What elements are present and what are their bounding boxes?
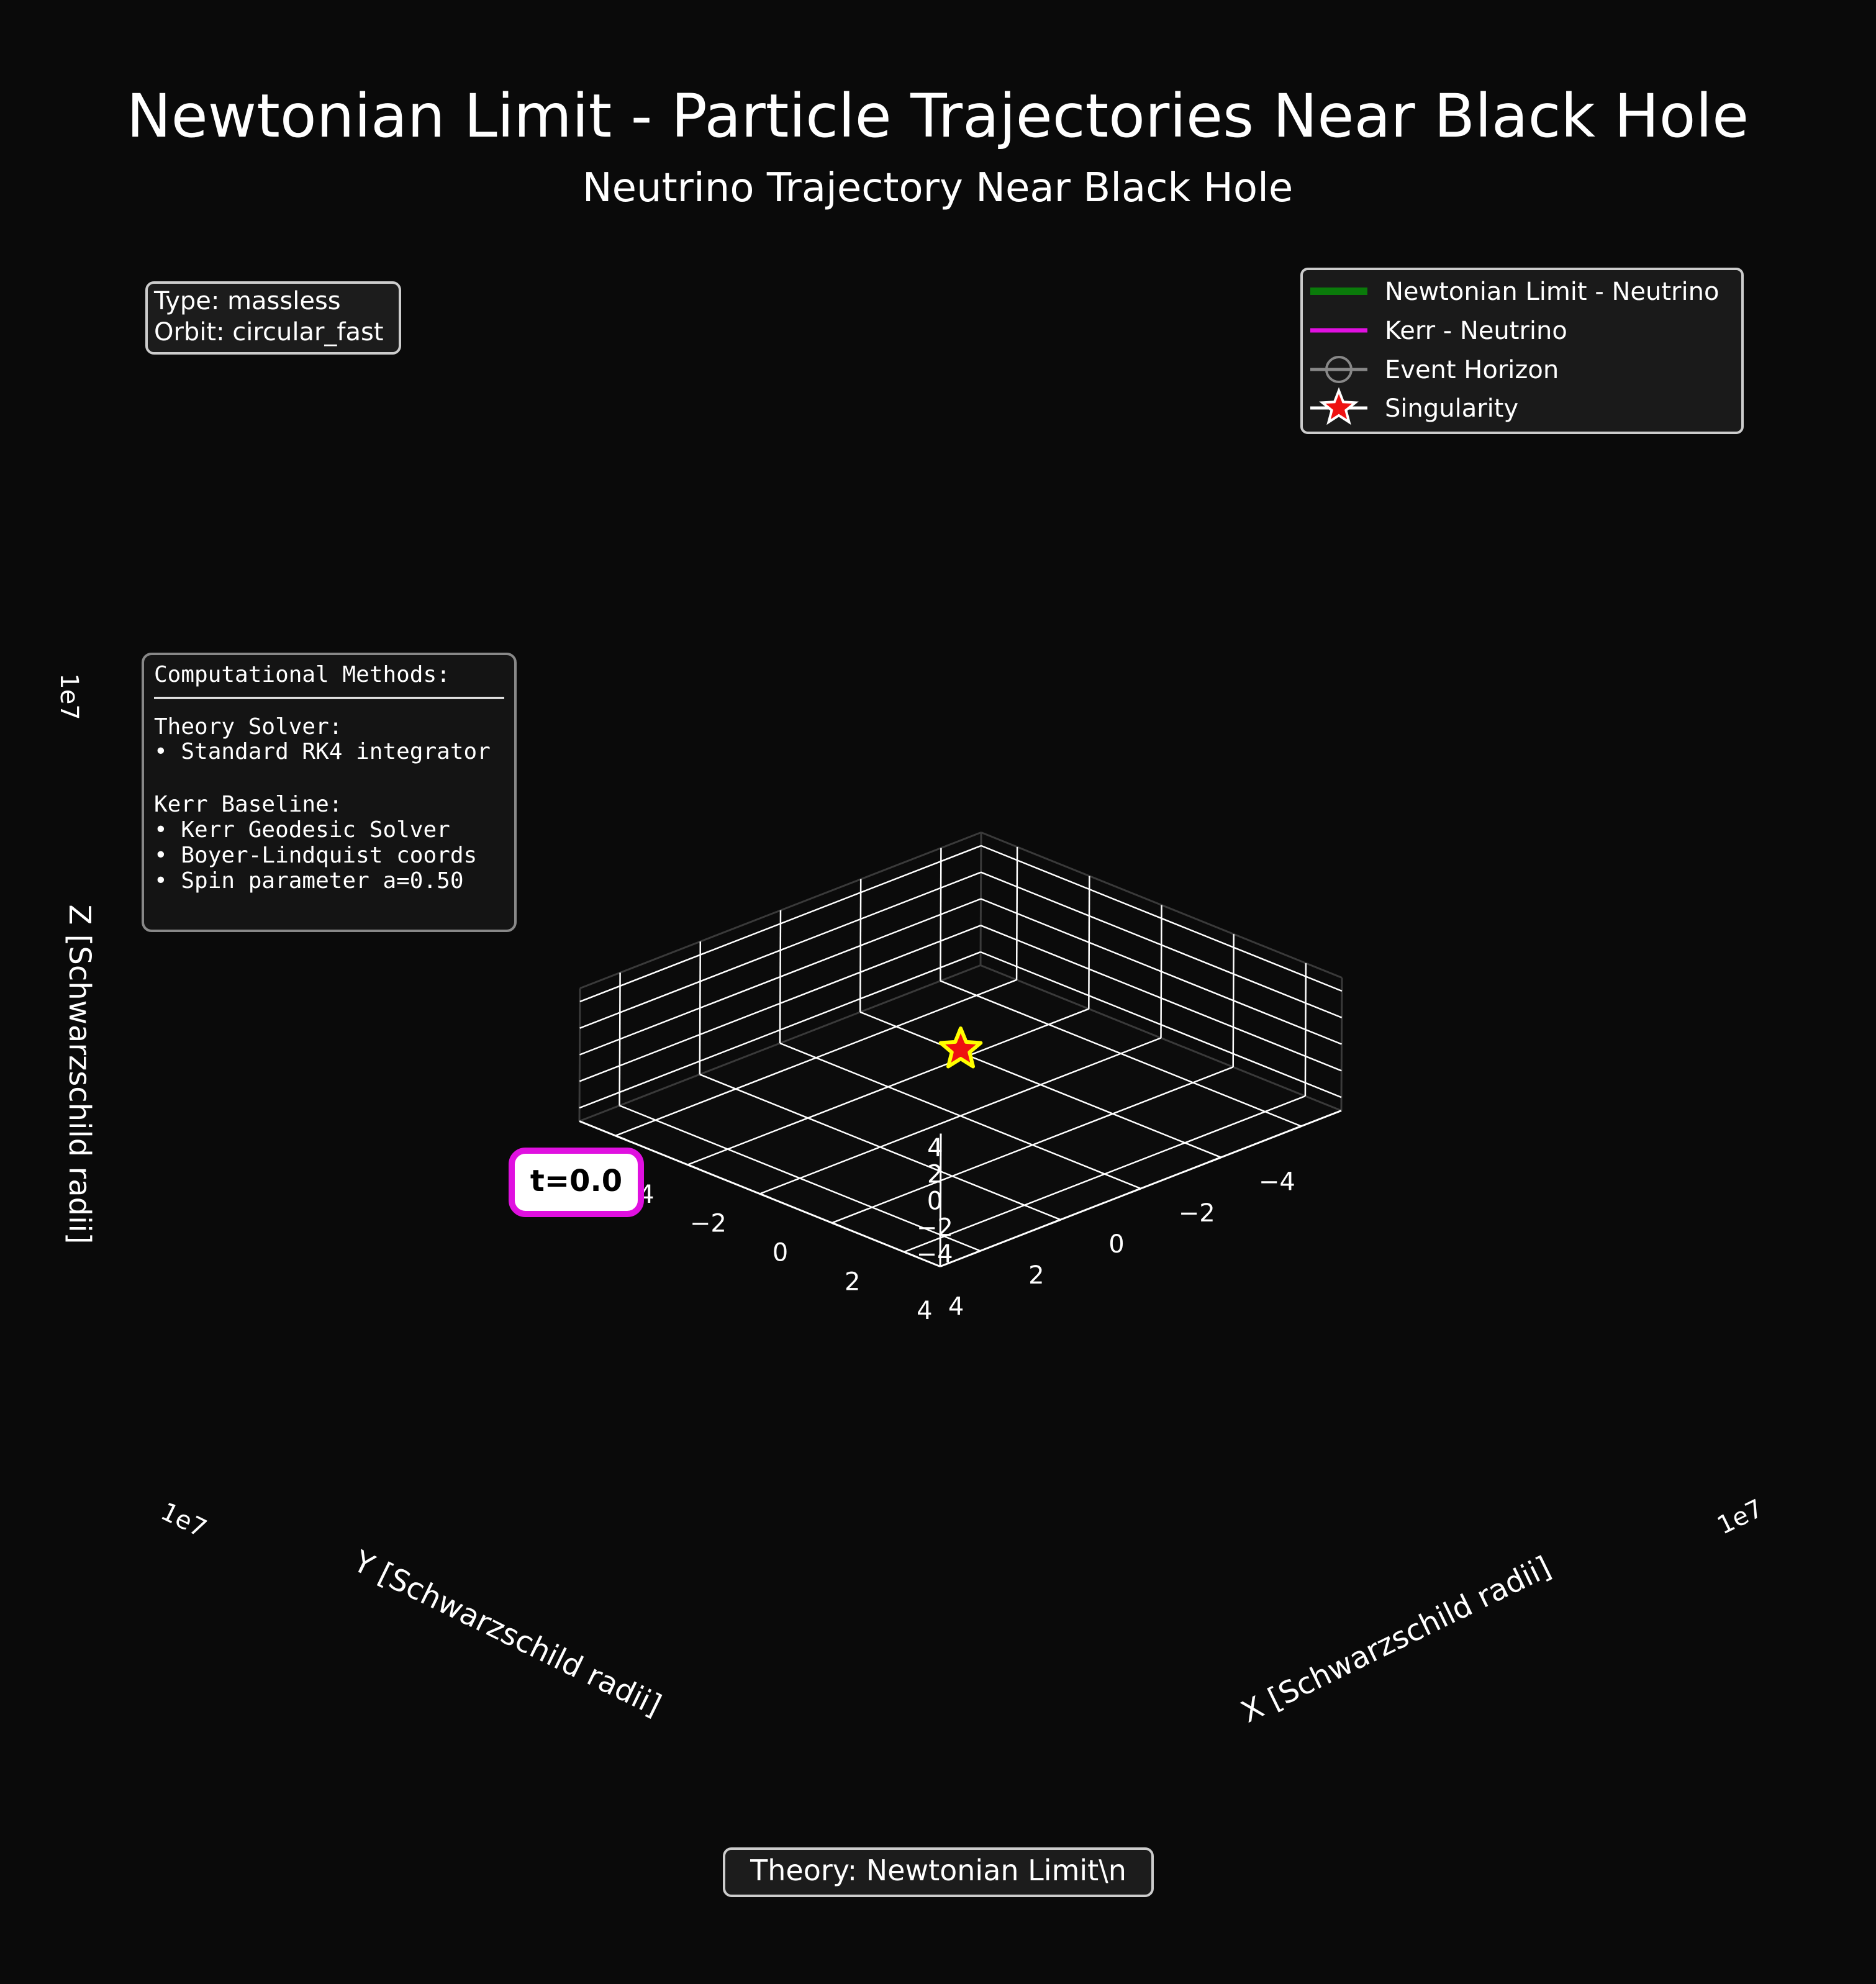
x-tick-label: 2 — [1028, 1261, 1044, 1290]
time-label: t=0.0 — [509, 1148, 644, 1217]
methods-line-2: • Standard RK4 integrator — [154, 739, 491, 764]
info-orbit: Orbit: circular_fast — [154, 318, 384, 347]
grid-line-z — [579, 845, 982, 1003]
methods-box: Computational Methods: Theory Solver: • … — [142, 653, 517, 932]
legend-horizon-label: Event Horizon — [1385, 356, 1559, 384]
x-tick-label: −2 — [1179, 1199, 1215, 1228]
grid-line-y — [832, 1066, 1234, 1224]
legend-singularity-label: Singularity — [1385, 394, 1518, 423]
y-tick-mark — [615, 1135, 627, 1141]
y-tick-mark — [759, 1193, 772, 1199]
info-type: Type: massless — [153, 287, 341, 315]
z-tick-label: 4 — [927, 1134, 943, 1162]
grid-line-y — [759, 1037, 1161, 1195]
singularity-star — [938, 1026, 983, 1069]
data-marks — [938, 1026, 983, 1069]
footer-box: Theory: Newtonian Limit\n — [723, 1847, 1154, 1897]
z-tick-label: −4 — [917, 1240, 953, 1269]
z-axis-multiplier: 1e7 — [55, 673, 83, 720]
grid-line-z — [579, 871, 982, 1029]
footer-frame — [723, 1847, 1154, 1897]
chart-title: Newtonian Limit - Particle Trajectories … — [127, 81, 1749, 151]
methods-line-4: Kerr Baseline: — [154, 792, 342, 817]
grid-line-y — [615, 979, 1017, 1137]
y-tick-mark — [687, 1164, 699, 1171]
chart-subtitle: Neutrino Trajectory Near Black Hole — [582, 165, 1293, 211]
x-axis-label: X [Schwarzschild radii] — [1236, 1550, 1556, 1730]
grid-line-y — [904, 1095, 1306, 1253]
z-tick-label: 2 — [927, 1161, 943, 1189]
legend-frame — [1300, 268, 1744, 434]
methods-line-1: Theory Solver: — [154, 714, 342, 740]
z-tick-label: −2 — [917, 1213, 953, 1242]
legend-newtonian-label: Newtonian Limit - Neutrino — [1385, 278, 1719, 306]
methods-heading: Computational Methods: — [154, 662, 450, 687]
x-tick-mark — [1129, 1187, 1141, 1194]
legend: Newtonian Limit - Neutrino Kerr - Neutri… — [1300, 268, 1744, 434]
methods-line-6: • Boyer-Lindquist coords — [154, 843, 477, 868]
grid-lines — [579, 845, 1343, 1267]
y-tick-mark — [832, 1221, 844, 1228]
x-tick-label: −4 — [1259, 1168, 1295, 1197]
grid-line-z — [579, 951, 981, 1109]
x-tick-mark — [1049, 1218, 1061, 1225]
legend-singularity-star-icon — [1319, 387, 1359, 425]
legend-kerr-label: Kerr - Neutrino — [1385, 317, 1567, 345]
grid-line-y — [687, 1008, 1089, 1166]
x-axis-multiplier: 1e7 — [1713, 1494, 1767, 1540]
legend-horizon-marker — [1325, 356, 1353, 383]
info-box-frame — [145, 281, 401, 355]
methods-box-frame — [142, 653, 517, 932]
y-tick-label: 0 — [773, 1239, 788, 1267]
x-tick-mark — [969, 1250, 981, 1256]
x-tick-label: 0 — [1108, 1230, 1124, 1259]
info-box: Type: massless Orbit: circular_fast — [145, 281, 401, 355]
z-tick-label: 0 — [927, 1187, 943, 1216]
grid-line-z — [980, 951, 1342, 1098]
y-tick-label: 2 — [845, 1267, 860, 1296]
methods-line-5: • Kerr Geodesic Solver — [154, 817, 450, 843]
x-tick-mark — [1289, 1125, 1302, 1131]
y-axis-multiplier: 1e7 — [156, 1497, 211, 1543]
x-tick-label: 4 — [948, 1292, 964, 1321]
y-tick-label: 4 — [917, 1297, 932, 1325]
grid-line-z — [579, 898, 981, 1056]
grid-line-z — [981, 845, 1343, 992]
grid-line-z — [981, 871, 1343, 1018]
z-axis-line — [939, 1133, 942, 1267]
y-tick-label: −2 — [690, 1210, 727, 1238]
time-label-text: t=0.0 — [530, 1164, 622, 1198]
y-tick-mark — [904, 1251, 916, 1257]
time-label-frame — [509, 1148, 644, 1217]
y-axis-label: Y [Schwarzschild radii] — [348, 1544, 667, 1723]
methods-line-7: • Spin parameter a=0.50 — [154, 868, 464, 894]
grid-line-z — [579, 925, 981, 1082]
footer-text: Theory: Newtonian Limit\n — [750, 1854, 1126, 1887]
x-tick-mark — [1209, 1156, 1221, 1163]
z-axis-label: Z [Schwarzschild radii] — [62, 905, 97, 1244]
grid-line-z — [980, 925, 1342, 1072]
grid-line-z — [981, 898, 1342, 1045]
